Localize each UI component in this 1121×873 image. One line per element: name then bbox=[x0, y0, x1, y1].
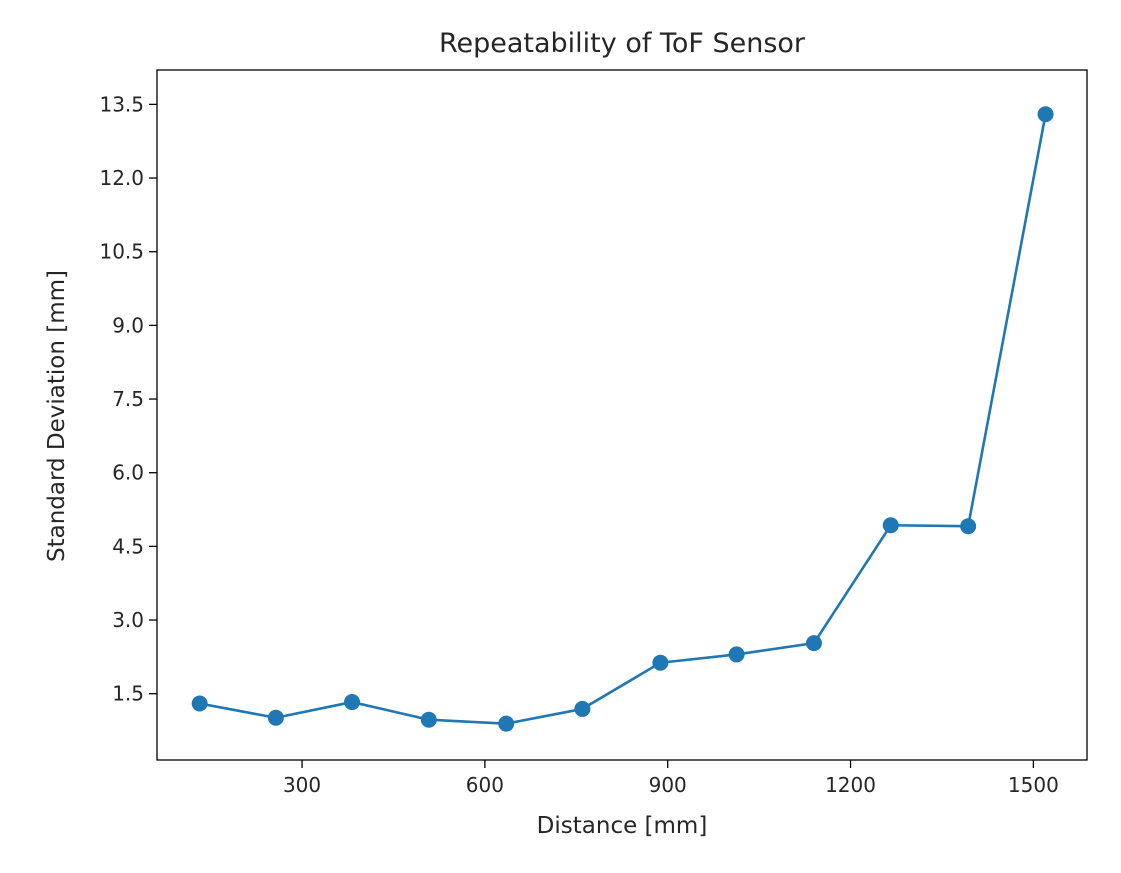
axes-frame bbox=[156, 69, 1088, 761]
chart-title: Repeatability of ToF Sensor bbox=[439, 28, 806, 59]
x-tick-label: 1200 bbox=[825, 773, 876, 797]
series-layer bbox=[199, 113, 1047, 725]
x-axis-label: Distance [mm] bbox=[537, 813, 708, 839]
y-tick-label: 4.5 bbox=[112, 534, 144, 558]
y-tick-label: 13.5 bbox=[99, 92, 144, 116]
y-axis-label: Standard Deviation [mm] bbox=[44, 270, 70, 562]
y-axis: 1.5 3.0 4.5 6.0 7.5 9.0 10.5 12.0 13.5 bbox=[99, 92, 157, 706]
y-tick-label: 6.0 bbox=[112, 461, 144, 485]
y-tick-label: 1.5 bbox=[112, 682, 144, 706]
y-tick-label: 9.0 bbox=[112, 313, 144, 337]
data-point bbox=[960, 518, 977, 535]
data-point bbox=[344, 694, 361, 711]
x-tick-label: 300 bbox=[283, 773, 321, 797]
axes-background bbox=[157, 70, 1087, 760]
y-tick-label: 3.0 bbox=[112, 608, 144, 632]
y-tick-label: 12.0 bbox=[99, 166, 144, 190]
x-tick-label: 900 bbox=[649, 773, 687, 797]
series-line bbox=[199, 113, 1047, 725]
x-tick-label: 600 bbox=[466, 773, 504, 797]
data-point bbox=[498, 715, 515, 732]
data-point bbox=[652, 654, 669, 671]
data-point bbox=[191, 695, 208, 712]
data-point bbox=[420, 711, 437, 728]
x-axis: 300 600 900 1200 1500 bbox=[283, 760, 1059, 797]
data-point bbox=[267, 709, 284, 726]
data-point bbox=[882, 517, 899, 534]
data-point bbox=[728, 646, 745, 663]
plot-area bbox=[157, 70, 1087, 760]
data-point bbox=[1037, 106, 1054, 123]
markers-layer bbox=[191, 106, 1054, 732]
data-point bbox=[574, 700, 591, 717]
x-tick-label: 1500 bbox=[1008, 773, 1059, 797]
y-tick-label: 7.5 bbox=[112, 387, 144, 411]
y-tick-label: 10.5 bbox=[99, 240, 144, 264]
data-point bbox=[805, 635, 822, 652]
